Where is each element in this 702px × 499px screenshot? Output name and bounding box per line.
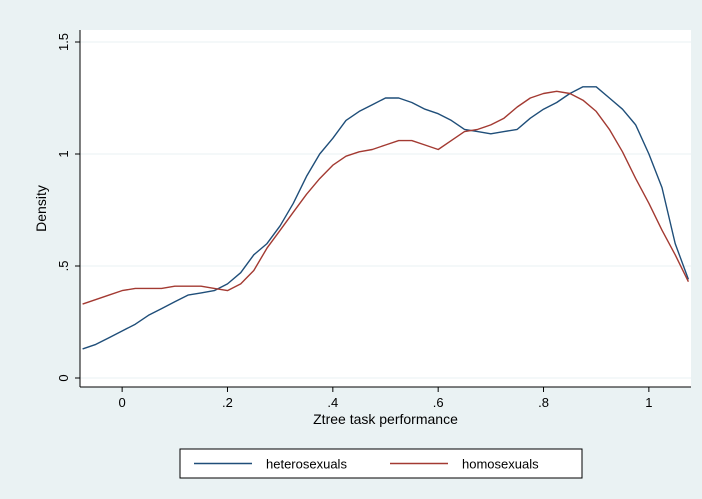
- x-tick-label: .2: [222, 395, 233, 410]
- x-axis-title: Ztree task performance: [313, 411, 458, 427]
- x-tick-label: .8: [538, 395, 549, 410]
- series-line-homosexuals: [82, 90, 690, 305]
- x-tick-label: .6: [433, 395, 444, 410]
- x-tick-label: .4: [327, 395, 338, 410]
- legend-label-heterosexuals: heterosexuals: [266, 457, 347, 472]
- axes: [79, 30, 691, 388]
- series-line-heterosexuals: [82, 86, 690, 350]
- y-tick-label: 1: [56, 150, 71, 157]
- gridlines: [80, 41, 691, 379]
- legend-box: [179, 448, 583, 479]
- y-axis-ticks: 0 .5 1 1.5: [56, 33, 80, 382]
- y-tick-label: 0: [56, 374, 71, 381]
- y-tick-label: .5: [56, 261, 71, 272]
- y-tick-label: 1.5: [56, 33, 71, 51]
- x-tick-label: 1: [645, 395, 652, 410]
- plot-area: [80, 30, 691, 387]
- legend: heterosexuals homosexuals: [179, 448, 583, 479]
- series-lines: [82, 86, 690, 350]
- x-axis-ticks: 0 .2 .4 .6 .8 1: [119, 387, 652, 410]
- x-tick-label: 0: [119, 395, 126, 410]
- y-axis-title: Density: [33, 185, 49, 232]
- legend-label-homosexuals: homosexuals: [462, 457, 539, 472]
